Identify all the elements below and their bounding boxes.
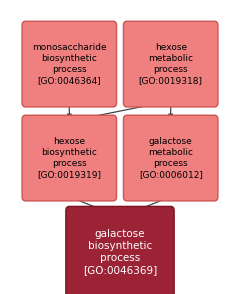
- Text: hexose
biosynthetic
process
[GO:0019319]: hexose biosynthetic process [GO:0019319]: [37, 137, 101, 179]
- FancyBboxPatch shape: [123, 21, 218, 107]
- FancyBboxPatch shape: [22, 21, 117, 107]
- Text: galactose
biosynthetic
process
[GO:0046369]: galactose biosynthetic process [GO:00463…: [83, 229, 157, 275]
- FancyBboxPatch shape: [66, 206, 174, 294]
- FancyBboxPatch shape: [123, 115, 218, 201]
- Text: hexose
metabolic
process
[GO:0019318]: hexose metabolic process [GO:0019318]: [139, 44, 203, 85]
- Text: monosaccharide
biosynthetic
process
[GO:0046364]: monosaccharide biosynthetic process [GO:…: [32, 44, 107, 85]
- FancyBboxPatch shape: [22, 115, 117, 201]
- Text: galactose
metabolic
process
[GO:0006012]: galactose metabolic process [GO:0006012]: [139, 137, 203, 179]
